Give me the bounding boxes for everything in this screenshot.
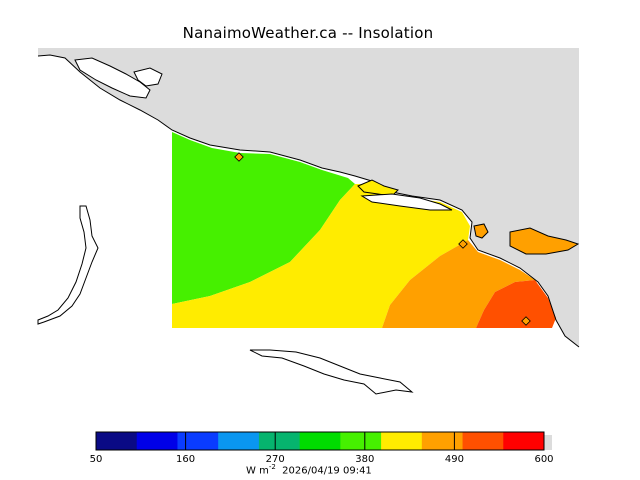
legend-tick-label-1: 160: [176, 454, 196, 465]
legend-swatch-6: [340, 432, 382, 450]
station-marker-east: [458, 239, 468, 249]
legend-tick-label-4: 490: [444, 454, 464, 465]
legend-units-timestamp: W m-2 2026/04/19 09:41: [246, 463, 372, 476]
zone-green: [172, 132, 355, 304]
legend-tick-label-5: 600: [534, 454, 554, 465]
inlet-north: [357, 179, 399, 197]
island-north2: [133, 67, 163, 87]
inlet-east: [360, 193, 453, 211]
southern-island: [249, 349, 414, 395]
legend-bars: [96, 432, 552, 450]
units-exponent: -2: [268, 463, 276, 471]
zone-orange: [382, 240, 535, 328]
legend-swatch-11: [544, 435, 552, 450]
legend-ticks: [95, 432, 545, 450]
zone-yellow: [172, 184, 470, 328]
islet-east: [473, 223, 489, 239]
zone-darkorange: [476, 280, 556, 328]
coastline: [37, 54, 580, 348]
legend-swatch-5: [299, 432, 341, 450]
legend-tick-label-0: 50: [89, 454, 103, 465]
island-north: [74, 57, 151, 99]
plot-west-blank: [38, 130, 172, 330]
legend-swatch-2: [177, 432, 219, 450]
map-title: NanaimoWeather.ca -- Insolation: [182, 24, 434, 42]
station-marker-north: [234, 152, 244, 162]
legend-swatch-10: [503, 432, 545, 450]
mainland-land: [38, 48, 579, 347]
units-prefix: W m: [246, 465, 269, 477]
legend-swatch-7: [381, 432, 423, 450]
legend-swatch-0: [96, 432, 138, 450]
insolation-map: [37, 48, 580, 395]
station-marker-southeast: [521, 316, 531, 326]
timestamp: 2026/04/19 09:41: [282, 465, 372, 477]
legend-tick-label-2: 270: [265, 454, 285, 465]
legend-swatch-8: [421, 432, 464, 450]
legend-tick-label-3: 380: [355, 454, 375, 465]
legend-swatch-9: [462, 432, 504, 450]
legend-swatch-3: [218, 432, 260, 450]
legend-swatch-1: [136, 432, 178, 450]
peninsula-east: [509, 227, 580, 255]
western-island: [37, 205, 99, 325]
legend-swatch-4: [258, 432, 301, 450]
